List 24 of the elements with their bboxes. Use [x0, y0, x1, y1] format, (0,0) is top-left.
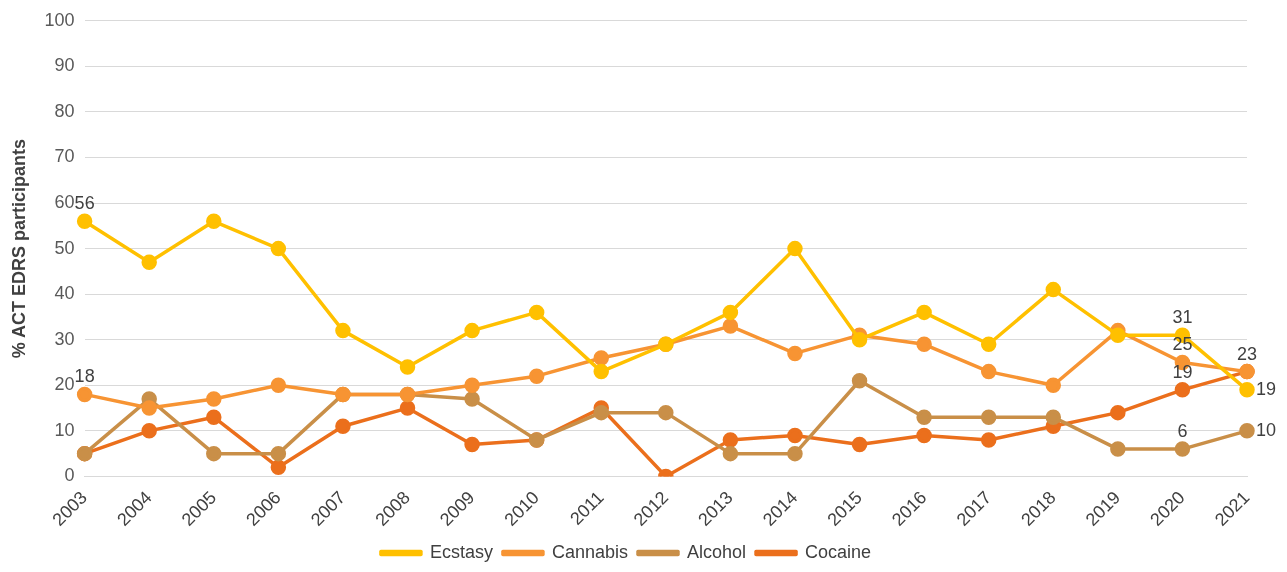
y-tick-label: 40	[54, 283, 75, 304]
legend-label: Alcohol	[687, 541, 747, 562]
data-label: 18	[74, 366, 95, 387]
y-tick-label: 100	[44, 9, 75, 30]
data-label: 56	[74, 193, 95, 214]
y-tick-label: 0	[64, 465, 75, 486]
legend-label: Cannabis	[551, 541, 629, 562]
data-label: 10	[1256, 419, 1277, 440]
y-tick-label: 30	[54, 328, 75, 349]
y-tick-label: 20	[54, 374, 75, 395]
data-label: 6	[1177, 421, 1188, 442]
y-tick-label: 80	[54, 100, 75, 121]
legend-label: Cocaine	[805, 541, 872, 562]
data-label: 19	[1172, 361, 1193, 382]
y-axis-title: % ACT EDRS participants	[8, 138, 29, 359]
y-tick-label: 70	[54, 146, 75, 167]
data-label: 31	[1172, 307, 1193, 328]
data-label: 23	[1236, 343, 1258, 364]
y-tick-label: 60	[54, 192, 75, 213]
data-label: 19	[1256, 378, 1277, 399]
legend-label: Ecstasy	[429, 541, 493, 562]
y-tick-label: 50	[54, 237, 75, 258]
y-tick-label: 90	[54, 55, 75, 76]
y-tick-label: 10	[54, 419, 75, 440]
